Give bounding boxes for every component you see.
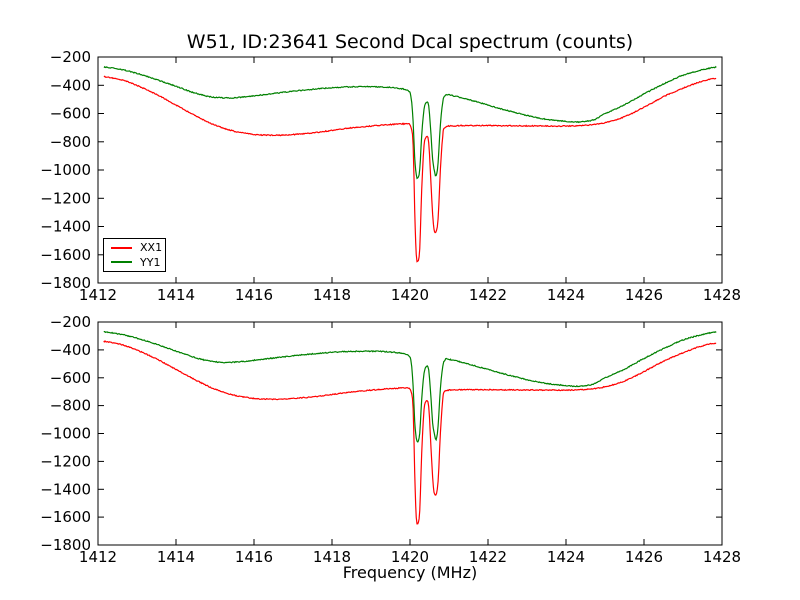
- series-line-xx1-bottom: [103, 340, 717, 525]
- y-tick-label-bottom: −1600: [40, 508, 91, 526]
- x-tick-label-bottom: 1418: [313, 548, 351, 566]
- y-tick-label-bottom: −800: [50, 397, 91, 415]
- x-tick-label-bottom: 1424: [547, 548, 585, 566]
- axes-frame-bottom: [97, 321, 723, 546]
- y-tick-label-bottom: −1400: [40, 480, 91, 498]
- x-tick-label-bottom: 1426: [625, 548, 663, 566]
- legend-label-yy1: YY1: [140, 255, 161, 269]
- y-tick-label-top: −400: [50, 76, 91, 94]
- y-tick-label-top: −1000: [40, 161, 91, 179]
- series-line-yy1-bottom: [103, 330, 717, 443]
- x-tick-label-top: 1428: [703, 286, 741, 304]
- legend-entry-yy1: YY1: [104, 257, 165, 268]
- y-tick-label-top: −1600: [40, 246, 91, 264]
- y-tick-label-bottom: −1800: [40, 536, 91, 554]
- x-tick-label-bottom: 1414: [157, 548, 195, 566]
- y-tick-label-bottom: −1000: [40, 425, 91, 443]
- y-tick-label-bottom: −1200: [40, 452, 91, 470]
- x-tick-label-bottom: 1412: [79, 548, 117, 566]
- x-tick-label-bottom: 1420: [391, 548, 429, 566]
- x-tick-label-top: 1420: [391, 286, 429, 304]
- y-tick-label-top: −600: [50, 105, 91, 123]
- legend: XX1 YY1: [103, 238, 166, 272]
- series-line-xx1-top: [103, 75, 717, 263]
- x-tick-label-top: 1418: [313, 286, 351, 304]
- y-tick-label-bottom: −400: [50, 341, 91, 359]
- y-tick-label-top: −1400: [40, 218, 91, 236]
- y-tick-label-top: −1800: [40, 274, 91, 292]
- x-tick-label-top: 1414: [157, 286, 195, 304]
- x-axis-label: Frequency (MHz): [342, 563, 478, 582]
- x-tick-label-bottom: 1428: [703, 548, 741, 566]
- x-tick-label-top: 1424: [547, 286, 585, 304]
- legend-line-sample-yy1: [111, 261, 132, 264]
- x-tick-label-bottom: 1416: [235, 548, 273, 566]
- x-tick-label-top: 1412: [79, 286, 117, 304]
- x-tick-label-top: 1416: [235, 286, 273, 304]
- x-tick-label-bottom: 1422: [469, 548, 507, 566]
- legend-entry-xx1: XX1: [104, 242, 165, 253]
- x-tick-label-top: 1426: [625, 286, 663, 304]
- axes-frame-top: [97, 56, 723, 284]
- x-tick-label-top: 1422: [469, 286, 507, 304]
- y-tick-label-top: −1200: [40, 189, 91, 207]
- figure-title: W51, ID:23641 Second Dcal spectrum (coun…: [186, 31, 634, 53]
- y-tick-label-bottom: −200: [50, 313, 91, 331]
- legend-label-xx1: XX1: [140, 241, 163, 255]
- y-tick-label-top: −800: [50, 133, 91, 151]
- y-tick-label-top: −200: [50, 48, 91, 66]
- y-tick-label-bottom: −600: [50, 369, 91, 387]
- legend-line-sample-xx1: [111, 246, 132, 249]
- series-line-yy1-top: [103, 65, 717, 180]
